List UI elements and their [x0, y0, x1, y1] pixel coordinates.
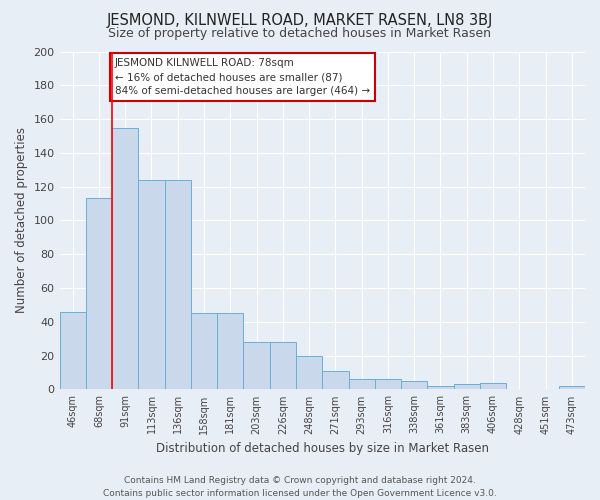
Text: JESMOND KILNWELL ROAD: 78sqm
← 16% of detached houses are smaller (87)
84% of se: JESMOND KILNWELL ROAD: 78sqm ← 16% of de…	[115, 58, 370, 96]
Bar	[454, 384, 480, 390]
Bar	[480, 382, 506, 390]
Text: JESMOND, KILNWELL ROAD, MARKET RASEN, LN8 3BJ: JESMOND, KILNWELL ROAD, MARKET RASEN, LN…	[107, 12, 493, 28]
Bar	[59, 312, 86, 390]
Bar	[296, 356, 322, 390]
Text: Size of property relative to detached houses in Market Rasen: Size of property relative to detached ho…	[109, 28, 491, 40]
Bar	[559, 386, 585, 390]
Bar	[375, 380, 401, 390]
Bar	[427, 386, 454, 390]
Bar	[217, 314, 244, 390]
X-axis label: Distribution of detached houses by size in Market Rasen: Distribution of detached houses by size …	[156, 442, 489, 455]
Text: Contains HM Land Registry data © Crown copyright and database right 2024.
Contai: Contains HM Land Registry data © Crown c…	[103, 476, 497, 498]
Bar	[112, 128, 139, 390]
Bar	[86, 198, 112, 390]
Bar	[139, 180, 164, 390]
Y-axis label: Number of detached properties: Number of detached properties	[15, 128, 28, 314]
Bar	[349, 380, 375, 390]
Bar	[244, 342, 270, 390]
Bar	[191, 314, 217, 390]
Bar	[164, 180, 191, 390]
Bar	[270, 342, 296, 390]
Bar	[322, 371, 349, 390]
Bar	[401, 381, 427, 390]
